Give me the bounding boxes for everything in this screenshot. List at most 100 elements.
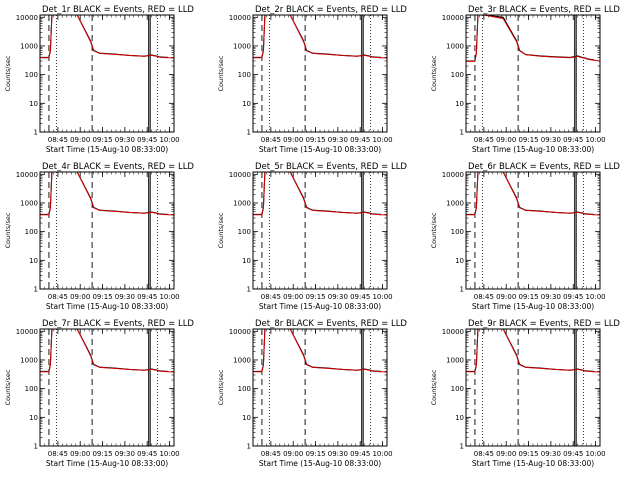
y-tick-label: 1000 [20, 42, 38, 50]
x-tick-label: 09:30 [328, 136, 348, 144]
x-tick-label: 10:00 [372, 136, 392, 144]
x-tick-label: 09:45 [350, 136, 370, 144]
y-tick-label: 1 [460, 443, 464, 451]
x-tick-label: 09:00 [70, 450, 90, 458]
panel-title: Det_9r BLACK = Events, RED = LLD [468, 319, 620, 329]
panel-title: Det_8r BLACK = Events, RED = LLD [255, 319, 407, 329]
y-tick-label: 1 [460, 286, 464, 294]
x-tick-label: 09:45 [137, 293, 157, 301]
x-tick-label: 10:00 [372, 293, 392, 301]
y-tick-label: 1 [460, 129, 464, 137]
x-tick-label: 08:45 [48, 450, 68, 458]
y-tick-label: 10000 [229, 171, 251, 179]
x-axis-label: Start Time (15-Aug-10 08:33:00) [472, 302, 594, 311]
y-tick-label: 100 [238, 71, 251, 79]
series-line-lld [466, 329, 600, 373]
plot-frame [252, 171, 388, 290]
y-axis-label: Counts/sec [430, 212, 438, 248]
y-axis-label: Counts/sec [217, 212, 225, 248]
y-axis-label: Counts/sec [430, 369, 438, 405]
series-line-lld [253, 329, 387, 373]
x-tick-label: 09:30 [328, 293, 348, 301]
y-tick-label: 1000 [446, 199, 464, 207]
y-tick-label: 100 [25, 385, 38, 393]
x-tick-label: 09:45 [563, 136, 583, 144]
y-tick-label: 100 [25, 71, 38, 79]
x-tick-label: 10:00 [159, 293, 179, 301]
y-tick-label: 10000 [229, 328, 251, 336]
x-tick-label: 09:30 [541, 450, 561, 458]
x-tick-label: 08:45 [261, 450, 281, 458]
y-tick-label: 10 [455, 414, 464, 422]
x-tick-label: 09:30 [115, 450, 135, 458]
plot-frame [465, 171, 601, 290]
x-axis-label: Start Time (15-Aug-10 08:33:00) [259, 302, 381, 311]
y-tick-label: 10000 [442, 14, 464, 22]
x-tick-label: 09:00 [496, 293, 516, 301]
x-tick-label: 09:15 [305, 136, 325, 144]
y-tick-label: 100 [238, 385, 251, 393]
x-tick-label: 09:15 [518, 293, 538, 301]
x-axis-label: Start Time (15-Aug-10 08:33:00) [46, 302, 168, 311]
y-tick-label: 10 [455, 100, 464, 108]
y-tick-label: 10000 [16, 171, 38, 179]
y-tick-label: 1000 [446, 356, 464, 364]
plot-frame [39, 171, 175, 290]
y-tick-label: 10000 [442, 328, 464, 336]
x-tick-label: 09:30 [115, 293, 135, 301]
x-tick-label: 08:45 [261, 293, 281, 301]
x-tick-label: 10:00 [159, 136, 179, 144]
x-axis-label: Start Time (15-Aug-10 08:33:00) [46, 145, 168, 154]
y-tick-label: 100 [451, 71, 464, 79]
y-tick-label: 10 [29, 257, 38, 265]
x-tick-label: 10:00 [372, 450, 392, 458]
y-axis-label: Counts/sec [4, 212, 12, 248]
plot-frame [39, 328, 175, 447]
x-tick-label: 09:15 [518, 450, 538, 458]
y-tick-label: 100 [451, 228, 464, 236]
panel-title: Det_2r BLACK = Events, RED = LLD [255, 5, 407, 15]
y-tick-label: 10000 [442, 171, 464, 179]
panel-det-2: Det_2r BLACK = Events, RED = LLD Counts/s… [217, 5, 407, 154]
x-axis-label: Start Time (15-Aug-10 08:33:00) [46, 459, 168, 468]
y-tick-label: 1000 [233, 199, 251, 207]
y-tick-label: 1000 [20, 356, 38, 364]
x-tick-label: 09:30 [328, 450, 348, 458]
x-tick-label: 09:15 [92, 450, 112, 458]
y-axis-label: Counts/sec [430, 55, 438, 91]
x-tick-label: 09:45 [137, 136, 157, 144]
x-axis-label: Start Time (15-Aug-10 08:33:00) [472, 459, 594, 468]
y-tick-label: 10 [242, 257, 251, 265]
panel-det-8: Det_8r BLACK = Events, RED = LLD Counts/s… [217, 319, 407, 468]
y-tick-label: 1 [34, 443, 38, 451]
panel-det-1: Det_1r BLACK = Events, RED = LLD Counts/s… [4, 5, 194, 154]
x-tick-label: 09:45 [350, 293, 370, 301]
y-tick-label: 1000 [446, 42, 464, 50]
x-tick-label: 08:45 [474, 450, 494, 458]
x-tick-label: 08:45 [48, 136, 68, 144]
panel-det-9: Det_9r BLACK = Events, RED = LLD Counts/s… [430, 319, 620, 468]
x-tick-label: 08:45 [48, 293, 68, 301]
series-line-lld [40, 172, 174, 216]
y-tick-label: 10000 [16, 328, 38, 336]
x-tick-label: 09:00 [496, 450, 516, 458]
y-tick-label: 10 [242, 414, 251, 422]
panel-title: Det_7r BLACK = Events, RED = LLD [42, 319, 194, 329]
x-tick-label: 09:15 [305, 450, 325, 458]
series-line-lld [40, 329, 174, 373]
x-tick-label: 09:15 [518, 136, 538, 144]
plot-frame [252, 328, 388, 447]
panel-det-3: Det_3r BLACK = Events, RED = LLD Counts/s… [430, 5, 620, 154]
y-tick-label: 100 [25, 228, 38, 236]
plot-frame [252, 14, 388, 133]
x-tick-label: 10:00 [585, 136, 605, 144]
panel-det-7: Det_7r BLACK = Events, RED = LLD Counts/s… [4, 319, 194, 468]
x-tick-label: 09:15 [92, 293, 112, 301]
panel-title: Det_3r BLACK = Events, RED = LLD [468, 5, 620, 15]
y-tick-label: 10 [29, 414, 38, 422]
panel-det-5: Det_5r BLACK = Events, RED = LLD Counts/s… [217, 162, 407, 311]
panel-title: Det_1r BLACK = Events, RED = LLD [42, 5, 194, 15]
panel-title: Det_4r BLACK = Events, RED = LLD [42, 162, 194, 172]
x-tick-label: 09:00 [70, 293, 90, 301]
